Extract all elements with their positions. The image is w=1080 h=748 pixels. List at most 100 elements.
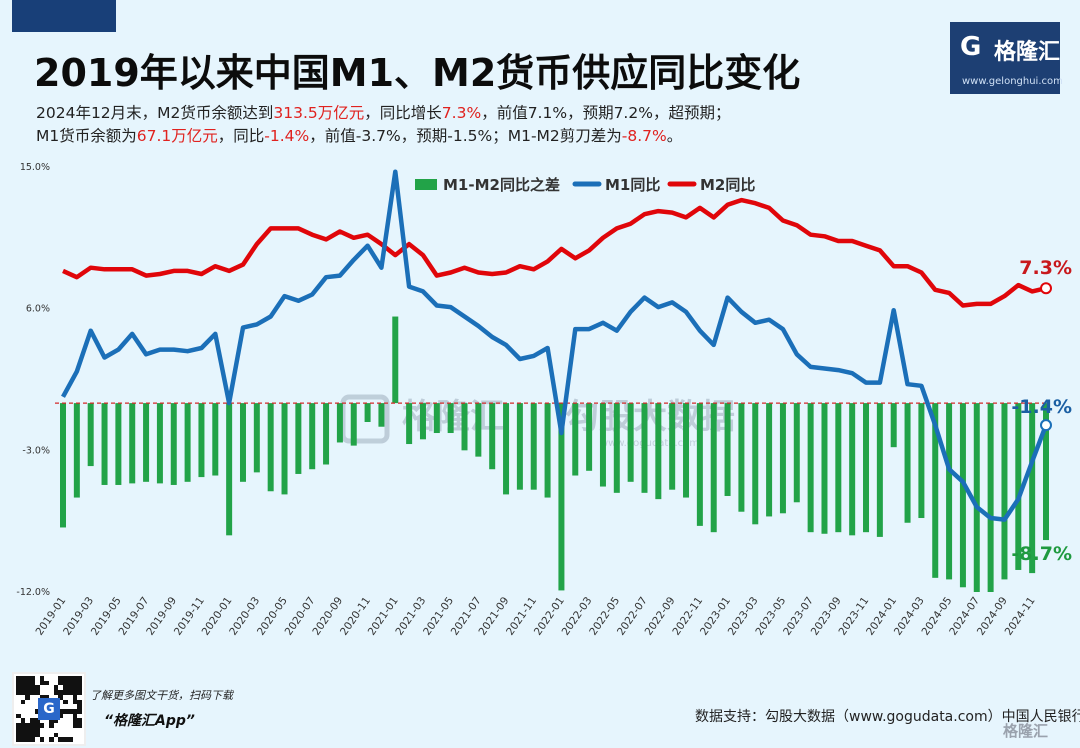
qr-module [77,709,82,714]
qr-module [63,685,68,691]
qr-module [25,737,31,742]
bar-m1-m2-diff [876,403,883,537]
promo-text: 了解更多图文干货，扫码下载 [90,689,233,702]
bar-m1-m2-diff [1043,403,1049,541]
end-label-m1: -1.4% [1011,396,1072,418]
qr-module [72,694,78,700]
bar-m1-m2-diff [281,403,288,495]
bar-m1-m2-diff [613,403,620,493]
page-title: 2019年以来中国M1、M2货币供应同比变化 [34,51,801,95]
subtitle-line-2: M1货币余额为67.1万亿元，同比-1.4%，前值-3.7%，预期-1.5%；M… [36,124,682,146]
watermark-url: www.gogudata.com [600,438,699,449]
bar-m1-m2-diff [433,403,440,434]
qr-module [34,718,40,724]
qr-module [77,680,82,686]
bar-m1-m2-diff [946,403,953,580]
bar-m1-m2-diff [627,403,634,482]
qr-module [39,723,45,728]
qr-module [72,713,78,719]
qr-module [72,690,78,695]
qr-module [63,690,68,695]
bar-m1-m2-diff [461,403,468,451]
qr-module [34,685,40,691]
qr-module [39,737,45,742]
qr-module [16,685,21,691]
qr-module [53,718,59,724]
data-source: 数据支持：勾股大数据（www.gogudata.com）中国人民银行 [695,709,1080,725]
qr-module [30,732,35,738]
qr-module [72,680,78,686]
bar-m1-m2-diff [599,403,606,487]
bar-m1-m2-diff [821,403,828,534]
qr-module [25,694,31,700]
qr-module [77,685,82,691]
bar-m1-m2-diff [932,403,939,578]
subtitle-1-segment: 313.5万亿元 [273,104,365,122]
qr-module [67,676,73,681]
line-m1 [61,169,1049,522]
bar-m1-m2-diff [350,403,357,446]
qr-module [16,727,21,733]
qr-module [34,723,40,728]
bar-m1-m2-diff [378,403,385,427]
bar-m1-m2-diff [586,403,593,471]
qr-code[interactable]: G [12,672,86,746]
bar-m1-m2-diff [779,403,786,514]
logo-g-icon: G [960,32,982,62]
brand-logo: G 格隆汇 www.gelonghui.com [950,22,1063,94]
qr-module [20,680,26,686]
qr-module [30,680,35,686]
qr-module [30,727,35,733]
subtitle-2-segment: M1货币余额为 [36,127,137,145]
subtitle-1-segment: ，前值7.1%，预期7.2%，超预期； [481,104,731,122]
legend-label: M2同比 [700,176,755,194]
qr-module [20,737,26,742]
bar-m1-m2-diff [323,403,330,465]
subtitle-line-1: 2024年12月末，M2货币余额达到313.5万亿元，同比增长7.3%，前值7.… [36,101,730,123]
qr-module [30,737,35,742]
qr-module [67,680,73,686]
y-tick-label: 6.0% [26,304,50,315]
qr-module [49,723,54,728]
logo-url: www.gelonghui.com [962,76,1063,87]
bar-m1-m2-diff [710,403,717,533]
bar-m1-m2-diff [392,316,399,404]
qr-module [25,727,31,733]
qr-module [30,723,35,728]
bar-m1-m2-diff [890,403,897,448]
bar-m1-m2-diff [641,403,648,493]
bar-m1-m2-diff [156,403,163,484]
subtitle-2-segment: 。 [666,127,683,145]
subtitle-2-segment: -8.7% [621,127,667,145]
bar-m1-m2-diff [669,403,676,490]
bar-m1-m2-diff [918,403,925,519]
bar-m1-m2-diff [724,403,731,496]
qr-module [63,699,68,705]
qr-module [53,685,59,691]
qr-module [34,727,40,733]
qr-module [25,690,31,695]
watermark-icon [340,394,390,444]
subtitle-1-segment: 2024年12月末，M2货币余额达到 [36,104,274,122]
bar-m1-m2-diff [419,403,426,440]
qr-module [44,694,49,700]
bar-m1-m2-diff [530,403,537,490]
qr-module [20,690,26,695]
qr-module [77,718,82,724]
qr-module [30,676,35,681]
qr-module [58,690,64,695]
qr-module [53,732,59,738]
bar-m1-m2-diff [309,403,316,470]
bar-m1-m2-diff [87,403,94,467]
qr-module [34,709,40,714]
bar-m1-m2-diff [253,403,260,473]
bar-m1-m2-diff [1029,403,1036,574]
subtitle-2-segment: -1.4% [264,127,310,145]
bar-m1-m2-diff [101,403,108,485]
bar-m1-m2-diff [655,403,662,500]
qr-module [20,699,26,705]
qr-module [67,685,73,691]
qr-module [30,690,35,695]
bar-m1-m2-diff [544,403,551,498]
qr-module [72,709,78,714]
